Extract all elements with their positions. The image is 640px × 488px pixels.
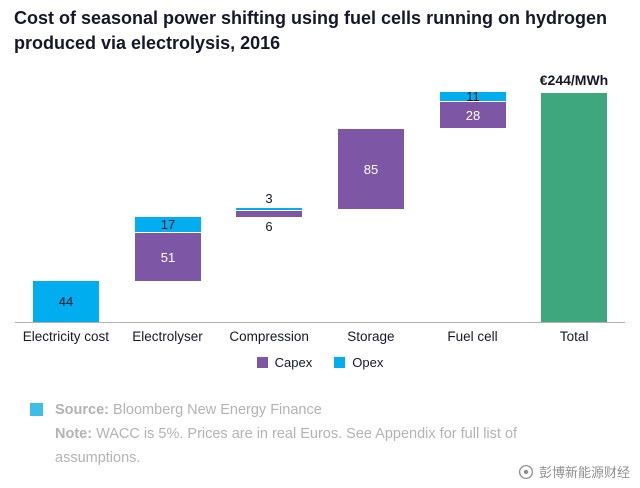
plot-area: 44 51 17 6 3 85 28 11 €244/MWh xyxy=(15,72,625,322)
note-line: Note: WACC is 5%. Prices are in real Eur… xyxy=(55,423,587,471)
category-label: Compression xyxy=(229,329,309,344)
legend-label: Capex xyxy=(274,355,313,370)
capex-bar-segment: 51 xyxy=(135,233,201,281)
opex-bar-segment: 11 xyxy=(440,89,506,104)
source-bullet-icon xyxy=(30,403,43,416)
chart-title: Cost of seasonal power shifting using fu… xyxy=(14,8,608,54)
watermark: 彭博新能源财经 xyxy=(518,462,630,481)
footnote-text: Source: Bloomberg New Energy Finance Not… xyxy=(55,399,587,471)
source-label: Source: xyxy=(55,402,109,418)
category-label: Storage xyxy=(347,329,395,344)
watermark-text: 彭博新能源财经 xyxy=(538,465,630,480)
category-label: Fuel cell xyxy=(447,329,498,344)
x-axis-line xyxy=(15,322,625,323)
opex-bar-segment xyxy=(236,208,302,211)
chart-legend: Capex Opex xyxy=(0,355,640,370)
footnote-block: Source: Bloomberg New Energy Finance Not… xyxy=(30,399,587,471)
capex-bar-segment xyxy=(236,211,302,217)
legend-swatch-icon xyxy=(256,357,268,368)
total-bar xyxy=(541,93,607,322)
legend-item-capex: Capex xyxy=(256,355,313,370)
bnef-wechat-logo-icon xyxy=(518,464,534,479)
note-label: Note: xyxy=(55,425,93,442)
total-value-label: €244/MWh xyxy=(539,72,609,88)
note-text: WACC is 5%. Prices are in real Euros. Se… xyxy=(55,425,518,466)
capex-bar-segment: 85 xyxy=(338,129,404,209)
source-line: Source: Bloomberg New Energy Finance xyxy=(55,399,587,423)
capex-value-label: 6 xyxy=(265,219,273,234)
legend-label: Opex xyxy=(352,355,384,370)
category-labels: Electricity cost Electrolyser Compression S… xyxy=(15,329,625,344)
category-label: Total xyxy=(559,329,589,344)
capex-bar-segment: 28 xyxy=(440,102,506,128)
opex-bar-segment: 44 xyxy=(33,281,99,322)
opex-bar-segment: 17 xyxy=(135,217,201,233)
source-text: Bloomberg New Energy Finance xyxy=(113,402,322,418)
category-label: Electricity cost xyxy=(22,329,109,344)
legend-item-opex: Opex xyxy=(334,355,383,370)
category-label: Electrolyser xyxy=(132,329,203,344)
opex-value-label: 3 xyxy=(265,191,273,206)
legend-swatch-icon xyxy=(334,357,346,368)
